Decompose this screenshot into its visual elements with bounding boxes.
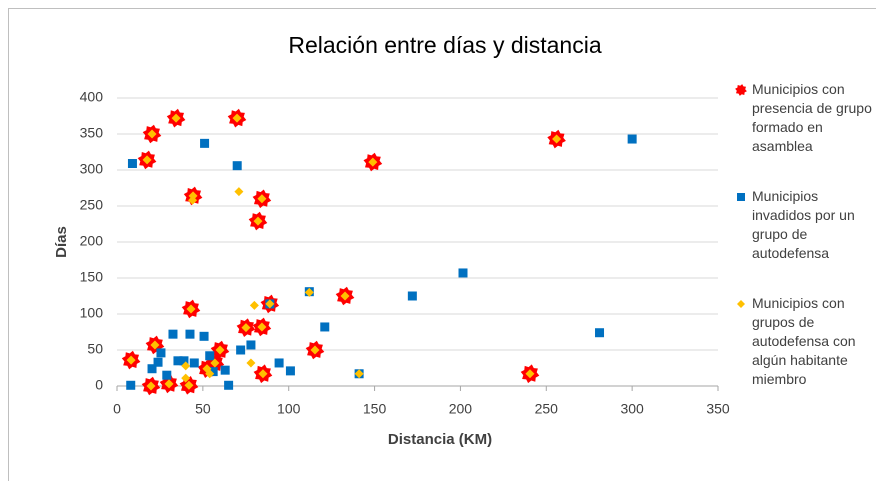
point [147, 129, 157, 139]
point [200, 138, 210, 148]
x-tick-label: 50 [195, 401, 211, 417]
point [185, 329, 195, 339]
x-tick-label: 250 [535, 401, 559, 417]
point [368, 157, 378, 167]
point [168, 329, 178, 339]
point [171, 113, 181, 123]
point [179, 356, 189, 366]
point [265, 299, 275, 309]
point [173, 356, 183, 366]
y-axis-title: Días [53, 226, 70, 258]
x-tick-label: 0 [113, 401, 121, 417]
point [181, 361, 191, 371]
point [150, 340, 160, 350]
point [205, 369, 215, 379]
point [184, 380, 194, 390]
point [232, 113, 242, 123]
y-tick-label: 100 [80, 305, 104, 321]
point [181, 373, 191, 383]
y-tick-label: 350 [80, 125, 104, 141]
x-tick-label: 350 [706, 401, 730, 417]
legend-marker [737, 193, 745, 201]
x-tick-label: 300 [620, 401, 644, 417]
point [189, 358, 199, 368]
point [627, 134, 637, 144]
point [304, 287, 314, 297]
point [595, 328, 605, 338]
y-tick-label: 50 [87, 341, 103, 357]
legend-marker [737, 300, 745, 308]
point [146, 381, 156, 391]
point [220, 365, 230, 375]
point [126, 355, 136, 365]
point [205, 351, 215, 361]
x-tick-label: 150 [363, 401, 387, 417]
legend-label: Municipios invadidos por un grupo de aut… [752, 188, 855, 261]
point [552, 134, 562, 144]
point [210, 358, 220, 368]
point [285, 366, 295, 376]
x-axis-title: Distancia (KM) [388, 431, 492, 448]
point [232, 161, 242, 171]
point [147, 364, 157, 374]
chart-border [8, 8, 876, 481]
point [458, 268, 468, 278]
point [241, 323, 251, 333]
point [246, 358, 256, 368]
point [188, 195, 198, 205]
point [258, 369, 268, 379]
y-tick-label: 200 [80, 233, 104, 249]
legend-marker [735, 84, 747, 96]
point [224, 380, 234, 390]
point [525, 369, 535, 379]
point [164, 379, 174, 389]
point [340, 291, 350, 301]
point [236, 345, 246, 355]
y-tick-label: 150 [80, 269, 104, 285]
chart-title: Relación entre días y distancia [288, 32, 601, 58]
point [310, 345, 320, 355]
point [142, 155, 152, 165]
point [320, 322, 330, 332]
point [354, 369, 364, 379]
point [253, 216, 263, 226]
point [127, 159, 137, 169]
point [156, 348, 166, 358]
point [208, 367, 218, 377]
y-tick-label: 250 [80, 197, 104, 213]
point [234, 187, 244, 197]
point [246, 340, 256, 350]
x-tick-label: 100 [277, 401, 301, 417]
y-tick-label: 400 [80, 89, 104, 105]
point [215, 345, 225, 355]
legend-label: Municipios con presencia de grupo formad… [752, 81, 872, 154]
point [257, 322, 267, 332]
point [249, 300, 259, 310]
point [407, 291, 417, 301]
point [199, 331, 209, 341]
point [274, 358, 284, 368]
point [126, 380, 136, 390]
y-tick-label: 0 [95, 377, 103, 393]
point [257, 194, 267, 204]
x-tick-label: 200 [449, 401, 473, 417]
point [186, 304, 196, 314]
point [162, 370, 172, 380]
point [153, 357, 163, 367]
y-tick-label: 300 [80, 161, 104, 177]
legend-label: Municipios con grupos de autodefensa con… [752, 295, 856, 387]
